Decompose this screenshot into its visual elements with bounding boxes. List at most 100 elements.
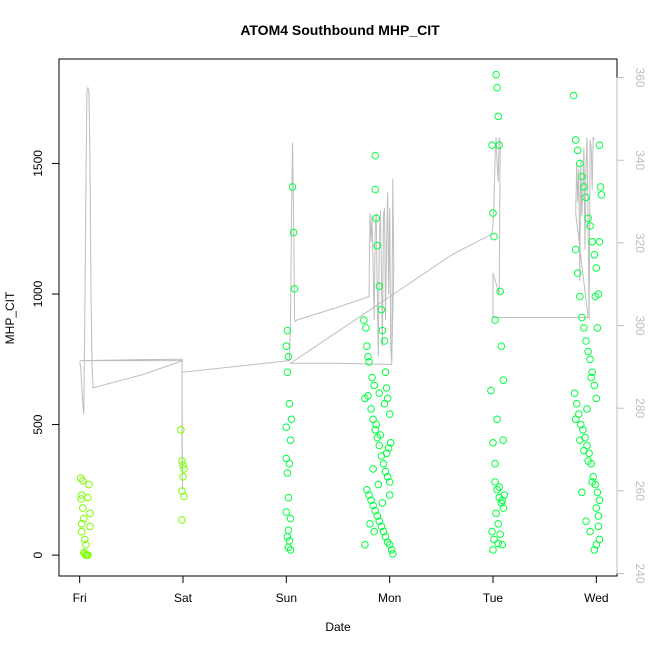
data-point <box>490 232 498 241</box>
data-point <box>589 473 598 481</box>
data-point <box>573 269 582 277</box>
data-point <box>580 324 588 332</box>
data-point <box>180 492 188 501</box>
data-point <box>79 476 87 485</box>
data-point <box>373 241 382 250</box>
data-point <box>587 373 596 382</box>
data-point <box>361 540 369 549</box>
data-point <box>576 292 584 301</box>
data-point <box>289 228 298 237</box>
data-point <box>576 159 584 168</box>
x-tick-label: Tue <box>483 591 504 605</box>
data-point <box>592 264 601 272</box>
data-point <box>584 457 592 465</box>
data-point <box>85 480 93 489</box>
data-point <box>488 527 496 536</box>
data-point <box>570 389 579 398</box>
y2-tick-label: 300 <box>633 316 647 336</box>
data-point <box>577 420 585 429</box>
data-point <box>178 516 186 524</box>
data-point <box>487 386 495 395</box>
data-point <box>583 405 591 413</box>
data-point <box>592 504 601 512</box>
data-point <box>86 509 94 518</box>
data-point <box>579 426 587 434</box>
data-point <box>384 444 393 452</box>
y-axis-label: MHP_CIT <box>3 291 17 344</box>
x-tick-label: Sun <box>276 591 297 605</box>
data-point <box>178 457 186 465</box>
x-tick-label: Fri <box>73 591 87 605</box>
data-point <box>284 526 293 535</box>
data-point <box>490 535 498 544</box>
data-point <box>365 358 373 366</box>
data-point <box>286 436 295 445</box>
data-point <box>496 530 505 539</box>
data-point <box>500 491 509 499</box>
data-point <box>498 540 507 549</box>
data-point <box>586 222 594 230</box>
data-point <box>576 436 584 445</box>
data-point <box>495 483 504 492</box>
data-point <box>364 352 372 361</box>
data-point <box>586 355 594 364</box>
data-point <box>592 394 601 403</box>
data-point <box>590 546 599 554</box>
data-point <box>375 389 384 398</box>
data-point <box>385 410 394 418</box>
data-point <box>493 486 501 494</box>
x-axis-label: Date <box>325 620 351 634</box>
data-point <box>371 185 380 194</box>
data-point <box>499 376 508 385</box>
data-point <box>283 368 292 377</box>
data-point <box>571 245 580 254</box>
data-point <box>284 543 293 552</box>
data-point <box>84 551 92 559</box>
data-point <box>584 347 592 356</box>
y2-tick-label: 240 <box>633 563 647 583</box>
data-point <box>76 474 85 482</box>
data-point <box>367 496 375 505</box>
data-point <box>380 399 389 408</box>
data-point <box>489 546 497 554</box>
data-point <box>180 465 188 473</box>
data-point <box>382 384 391 392</box>
data-point <box>285 537 294 545</box>
data-point <box>491 459 499 468</box>
data-point <box>288 183 297 191</box>
data-point <box>86 522 94 531</box>
data-point <box>593 488 602 497</box>
y-tick-label: 500 <box>31 414 45 434</box>
data-point <box>588 368 597 377</box>
data-point <box>590 381 599 390</box>
data-point <box>591 292 600 301</box>
data-point <box>364 392 372 400</box>
x-tick-label: Mon <box>378 591 401 605</box>
data-point <box>283 326 292 335</box>
data-point <box>369 465 377 473</box>
data-point <box>77 527 86 536</box>
line-layer <box>79 85 595 490</box>
data-point <box>77 491 86 499</box>
data-point <box>371 426 380 434</box>
data-point <box>80 514 88 523</box>
data-point <box>282 342 291 351</box>
data-point <box>489 439 497 447</box>
data-point <box>285 459 294 468</box>
x-axis: Fri Sat Sun Mon Tue Wed <box>73 575 609 605</box>
y2-tick-label: 320 <box>633 233 647 253</box>
data-point <box>283 533 292 541</box>
data-point <box>596 183 605 191</box>
data-point <box>588 238 597 246</box>
y2-tick-label: 280 <box>633 398 647 418</box>
data-point <box>286 514 295 523</box>
data-point <box>372 214 381 223</box>
data-point <box>84 493 92 502</box>
data-point <box>492 70 500 79</box>
data-point <box>371 506 380 515</box>
data-point <box>383 538 392 546</box>
data-point <box>381 467 390 476</box>
data-point <box>382 449 391 458</box>
data-point <box>495 141 504 149</box>
data-point <box>385 478 394 486</box>
